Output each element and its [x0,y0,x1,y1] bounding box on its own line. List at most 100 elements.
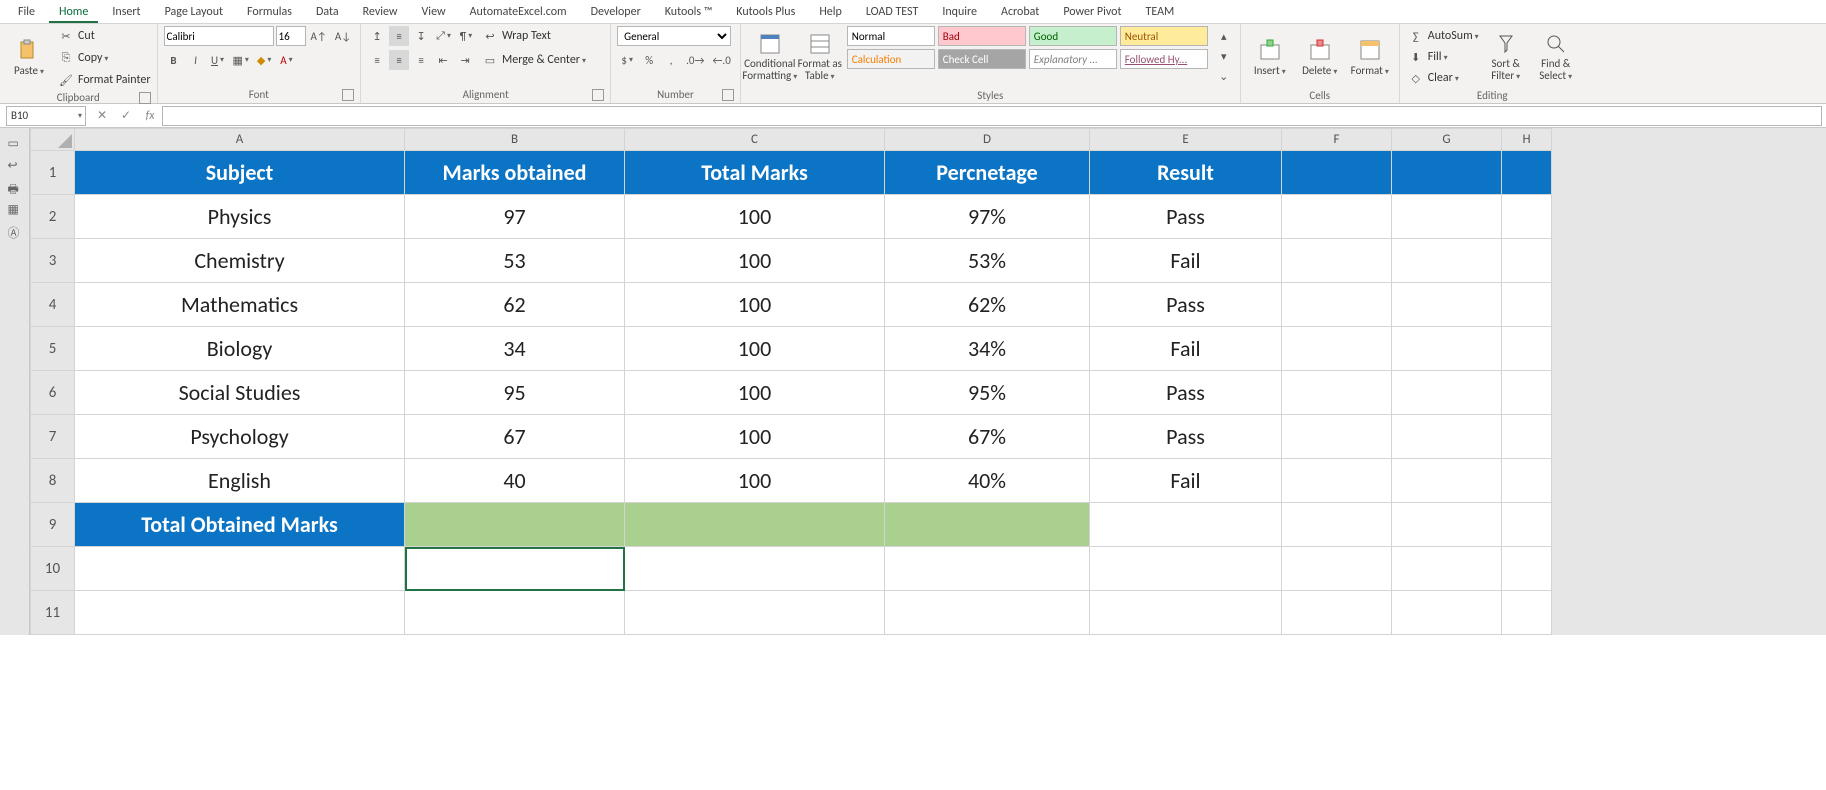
cell-F10[interactable] [1282,547,1392,591]
gallery-down-icon[interactable]: ▾ [1214,46,1234,66]
style-explanatory-[interactable]: Explanatory ... [1029,49,1117,69]
align-middle-icon[interactable]: ≡ [389,26,409,46]
cell-C2[interactable]: 100 [625,195,885,239]
cell-H6[interactable] [1502,371,1552,415]
name-box[interactable]: B10 [6,106,86,126]
cell-A3[interactable]: Chemistry [75,239,405,283]
tab-kutools-plus[interactable]: Kutools Plus [726,2,805,23]
row-header-7[interactable]: 7 [31,415,75,459]
cell-E5[interactable]: Fail [1090,327,1282,371]
enter-icon[interactable]: ✓ [114,108,138,123]
style-normal[interactable]: Normal [847,26,935,46]
tab-home[interactable]: Home [49,2,98,23]
tab-automateexcel-com[interactable]: AutomateExcel.com [460,2,577,23]
style-calculation[interactable]: Calculation [847,49,935,69]
sidebar-icon[interactable]: Ⓐ [8,224,22,238]
tab-page-layout[interactable]: Page Layout [155,2,233,23]
cell-D11[interactable] [885,591,1090,635]
format-as-table-button[interactable]: Format as Table [797,26,843,88]
cell-G5[interactable] [1392,327,1502,371]
row-header-9[interactable]: 9 [31,503,75,547]
cell-G11[interactable] [1392,591,1502,635]
decrease-decimal-icon[interactable]: ←.0 [709,50,733,70]
percent-icon[interactable]: % [639,50,659,70]
tab-acrobat[interactable]: Acrobat [991,2,1049,23]
cell-E2[interactable]: Pass [1090,195,1282,239]
find-select-button[interactable]: Find & Select [1533,26,1579,88]
align-top-icon[interactable]: ↥ [367,26,387,46]
sidebar-icon[interactable]: ▦ [8,202,22,216]
cell-A11[interactable] [75,591,405,635]
tab-inquire[interactable]: Inquire [932,2,987,23]
format-cells-button[interactable]: Format [1347,26,1393,88]
col-header-D[interactable]: D [885,129,1090,151]
cell-A1[interactable]: Subject [75,151,405,195]
conditional-formatting-button[interactable]: Conditional Formatting [747,26,793,88]
font-name-combo[interactable] [164,26,274,46]
cell-F9[interactable] [1282,503,1392,547]
cell-D2[interactable]: 97% [885,195,1090,239]
increase-indent-icon[interactable]: ⇥ [455,50,475,70]
cell-E9[interactable] [1090,503,1282,547]
cell-G6[interactable] [1392,371,1502,415]
sidebar-icon[interactable]: ▭ [8,136,22,150]
col-header-A[interactable]: A [75,129,405,151]
alignment-launcher-icon[interactable] [592,89,604,101]
font-color-button[interactable]: A [276,50,296,70]
cell-G7[interactable] [1392,415,1502,459]
cell-H2[interactable] [1502,195,1552,239]
decrease-indent-icon[interactable]: ⇤ [433,50,453,70]
align-left-icon[interactable]: ≡ [367,50,387,70]
cell-D4[interactable]: 62% [885,283,1090,327]
cell-D1[interactable]: Percnetage [885,151,1090,195]
cell-H8[interactable] [1502,459,1552,503]
cell-E4[interactable]: Pass [1090,283,1282,327]
cell-A8[interactable]: English [75,459,405,503]
fill-button[interactable]: ⬇Fill [1406,47,1479,67]
style-good[interactable]: Good [1029,26,1117,46]
comma-icon[interactable]: , [661,50,681,70]
cell-B9[interactable] [405,503,625,547]
cell-F7[interactable] [1282,415,1392,459]
decrease-font-icon[interactable]: A↓ [332,26,354,46]
cell-H5[interactable] [1502,327,1552,371]
cell-H3[interactable] [1502,239,1552,283]
gallery-more-icon[interactable]: ⌄ [1214,66,1234,86]
select-all-corner[interactable] [31,129,75,151]
cell-B6[interactable]: 95 [405,371,625,415]
cell-C10[interactable] [625,547,885,591]
cell-G9[interactable] [1392,503,1502,547]
cell-C3[interactable]: 100 [625,239,885,283]
style-check-cell[interactable]: Check Cell [938,49,1026,69]
autosum-button[interactable]: ∑AutoSum [1406,26,1479,46]
cell-A9[interactable]: Total Obtained Marks [75,503,405,547]
cell-D3[interactable]: 53% [885,239,1090,283]
tab-developer[interactable]: Developer [581,2,651,23]
cell-F5[interactable] [1282,327,1392,371]
borders-button[interactable]: ▦ [230,50,252,70]
cell-H7[interactable] [1502,415,1552,459]
cell-D7[interactable]: 67% [885,415,1090,459]
fx-icon[interactable]: fx [138,109,162,123]
cell-G3[interactable] [1392,239,1502,283]
tab-power-pivot[interactable]: Power Pivot [1053,2,1131,23]
cell-styles-gallery[interactable]: NormalBadGoodNeutralCalculationCheck Cel… [847,26,1208,69]
cell-G10[interactable] [1392,547,1502,591]
cell-C1[interactable]: Total Marks [625,151,885,195]
cell-B5[interactable]: 34 [405,327,625,371]
cell-G1[interactable] [1392,151,1502,195]
formula-input[interactable] [162,106,1822,126]
font-launcher-icon[interactable] [342,89,354,101]
cell-D6[interactable]: 95% [885,371,1090,415]
italic-button[interactable]: I [186,50,206,70]
cell-B8[interactable]: 40 [405,459,625,503]
cell-D5[interactable]: 34% [885,327,1090,371]
row-header-8[interactable]: 8 [31,459,75,503]
tab-view[interactable]: View [412,2,456,23]
increase-font-icon[interactable]: A↑ [308,26,330,46]
cell-C6[interactable]: 100 [625,371,885,415]
clear-button[interactable]: ◇Clear [1406,68,1479,88]
cell-E8[interactable]: Fail [1090,459,1282,503]
cell-C7[interactable]: 100 [625,415,885,459]
gallery-up-icon[interactable]: ▴ [1214,26,1234,46]
